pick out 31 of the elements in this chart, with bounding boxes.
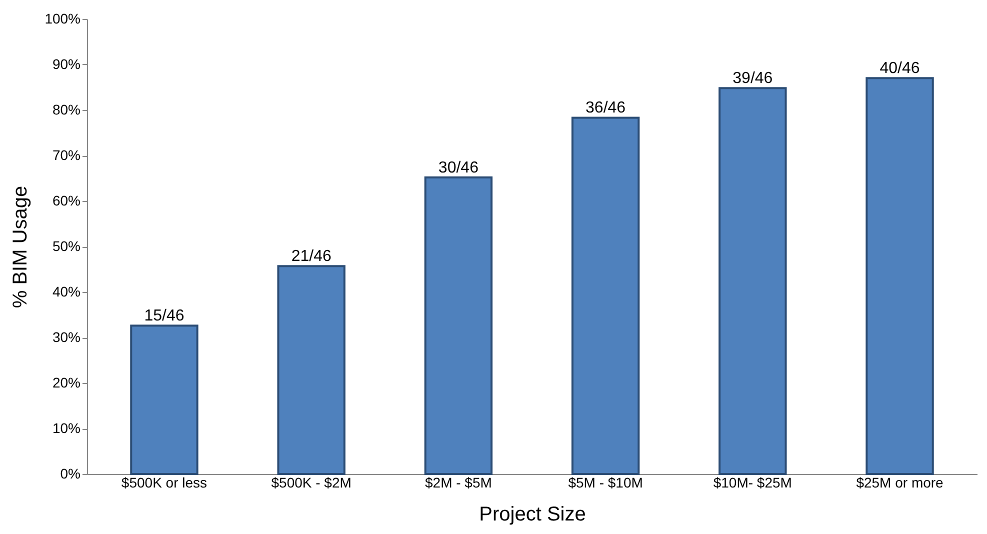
- x-axis-title: Project Size: [479, 504, 586, 526]
- bar: [571, 116, 640, 475]
- bar: [866, 77, 934, 475]
- x-tick-label: $5M - $10M: [568, 474, 643, 490]
- x-tick-label: $25M or more: [856, 474, 944, 490]
- y-tick-label: 20%: [52, 374, 80, 390]
- y-tick-label: 10%: [52, 420, 80, 436]
- data-label: 21/46: [291, 248, 332, 266]
- y-tick-label: 40%: [52, 284, 80, 300]
- bar: [130, 324, 198, 475]
- bar: [424, 176, 493, 475]
- x-tick-label: $500K - $2M: [271, 474, 352, 490]
- data-label: 30/46: [438, 159, 479, 176]
- y-tick-label: 0%: [60, 466, 80, 482]
- bar: [277, 265, 346, 475]
- x-tick-label: $10M- $25M: [713, 474, 792, 490]
- y-tick-label: 50%: [52, 238, 80, 254]
- y-axis-title: % BIM Usage: [10, 186, 32, 308]
- x-tick-label: $500K or less: [121, 474, 208, 490]
- y-tick-label: 80%: [52, 102, 80, 118]
- y-tick-label: 90%: [52, 56, 80, 72]
- data-label: 39/46: [732, 70, 773, 88]
- y-tick-label: 30%: [52, 329, 80, 345]
- y-tick-label: 100%: [44, 10, 80, 26]
- data-label: 36/46: [586, 100, 626, 117]
- data-label: 15/46: [144, 308, 184, 325]
- data-label: 40/46: [880, 60, 920, 78]
- x-tick-label: $2M - $5M: [424, 474, 492, 490]
- y-tick-label: 70%: [52, 147, 80, 163]
- y-tick-label: 60%: [52, 192, 80, 208]
- bar: [718, 87, 787, 475]
